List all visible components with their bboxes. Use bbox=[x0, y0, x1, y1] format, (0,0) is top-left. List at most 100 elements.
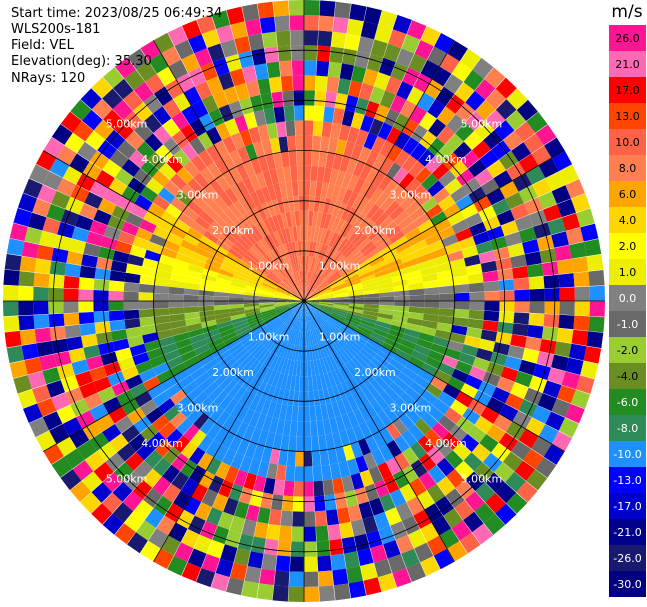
velocity-gate bbox=[117, 356, 136, 371]
velocity-gate bbox=[251, 48, 267, 66]
velocity-gate bbox=[143, 113, 162, 133]
velocity-gate bbox=[248, 247, 262, 261]
velocity-gate bbox=[153, 125, 172, 145]
velocity-gate bbox=[342, 242, 355, 257]
velocity-gate bbox=[307, 271, 314, 287]
colorbar-cell bbox=[609, 181, 646, 207]
range-ring-label: 1.00km bbox=[319, 331, 361, 344]
velocity-gate bbox=[166, 356, 184, 370]
velocity-gate bbox=[298, 391, 304, 407]
start-time-label: Start time: 2023/08/25 06:49:34 bbox=[11, 6, 223, 21]
velocity-gate bbox=[318, 389, 326, 406]
velocity-gate bbox=[315, 344, 323, 360]
velocity-gate bbox=[445, 488, 465, 508]
velocity-gate bbox=[344, 551, 360, 569]
velocity-gate bbox=[276, 167, 286, 184]
velocity-gate bbox=[33, 286, 49, 301]
velocity-gate bbox=[499, 403, 519, 422]
velocity-gate bbox=[287, 274, 297, 289]
velocity-gate bbox=[271, 199, 281, 216]
velocity-gate bbox=[218, 324, 234, 334]
velocity-gate bbox=[100, 351, 118, 366]
velocity-gate bbox=[391, 319, 407, 329]
range-ring-label: 2.00km bbox=[354, 366, 396, 379]
velocity-gate bbox=[219, 211, 234, 227]
velocity-gate bbox=[432, 398, 450, 415]
velocity-gate bbox=[320, 136, 330, 153]
velocity-gate bbox=[334, 1, 352, 19]
velocity-gate bbox=[344, 33, 361, 51]
velocity-gate bbox=[212, 243, 229, 256]
velocity-gate bbox=[156, 369, 174, 384]
velocity-gate bbox=[319, 326, 329, 341]
velocity-gate bbox=[296, 271, 301, 287]
velocity-gate bbox=[343, 271, 358, 281]
velocity-gate bbox=[467, 273, 484, 284]
velocity-gate bbox=[317, 307, 332, 315]
velocity-gate bbox=[297, 315, 302, 331]
instrument-label: WLS200s-181 bbox=[11, 22, 101, 37]
velocity-gate bbox=[304, 0, 320, 16]
velocity-gate bbox=[256, 381, 268, 398]
velocity-gate bbox=[43, 444, 64, 465]
velocity-gate bbox=[149, 233, 167, 247]
velocity-gate bbox=[6, 345, 25, 364]
velocity-gate bbox=[203, 184, 219, 201]
velocity-gate bbox=[558, 314, 575, 330]
velocity-gate bbox=[118, 230, 136, 245]
velocity-gate bbox=[313, 329, 321, 344]
velocity-gate bbox=[341, 536, 357, 554]
velocity-gate bbox=[330, 336, 342, 350]
velocity-gate bbox=[78, 277, 95, 290]
velocity-gate bbox=[528, 313, 545, 327]
velocity-gate bbox=[329, 538, 344, 556]
velocity-gate bbox=[279, 309, 293, 320]
velocity-gate bbox=[34, 258, 52, 274]
velocity-gate bbox=[140, 186, 158, 203]
velocity-gate bbox=[285, 343, 293, 360]
velocity-gate bbox=[93, 279, 110, 291]
velocity-gate bbox=[449, 258, 466, 270]
velocity-gate bbox=[219, 328, 236, 338]
velocity-gate bbox=[138, 292, 154, 301]
velocity-gate bbox=[374, 24, 393, 44]
velocity-gate bbox=[213, 140, 229, 158]
velocity-gate bbox=[394, 189, 411, 206]
velocity-gate bbox=[393, 210, 410, 226]
velocity-gate bbox=[482, 371, 501, 387]
velocity-gate bbox=[410, 124, 428, 143]
velocity-gate bbox=[399, 391, 416, 408]
velocity-gate bbox=[153, 86, 173, 106]
velocity-gate bbox=[475, 100, 496, 121]
velocity-gate bbox=[270, 269, 283, 281]
velocity-gate bbox=[311, 375, 318, 391]
velocity-gate bbox=[264, 276, 279, 286]
velocity-gate bbox=[198, 210, 215, 226]
velocity-gate bbox=[279, 261, 289, 276]
velocity-gate bbox=[341, 397, 353, 414]
velocity-gate bbox=[296, 225, 301, 242]
velocity-gate bbox=[322, 418, 332, 435]
velocity-gate bbox=[493, 246, 511, 261]
velocity-gate bbox=[43, 171, 63, 191]
velocity-gate bbox=[354, 97, 370, 115]
velocity-gate bbox=[357, 371, 371, 387]
velocity-gate bbox=[107, 371, 126, 387]
velocity-gate bbox=[335, 170, 346, 187]
velocity-gate bbox=[330, 280, 346, 289]
velocity-gate bbox=[285, 312, 296, 326]
velocity-gate bbox=[393, 113, 410, 132]
velocity-gate bbox=[203, 358, 219, 372]
velocity-gate bbox=[127, 48, 149, 70]
velocity-gate bbox=[192, 194, 209, 211]
velocity-gate bbox=[324, 322, 336, 335]
velocity-gate bbox=[468, 186, 487, 204]
velocity-gate bbox=[460, 48, 481, 70]
velocity-gate bbox=[414, 418, 432, 436]
velocity-gate bbox=[451, 61, 473, 82]
velocity-gate bbox=[177, 344, 194, 356]
velocity-gate bbox=[291, 314, 299, 330]
velocity-gate bbox=[378, 371, 394, 387]
velocity-gate bbox=[397, 371, 414, 387]
velocity-gate bbox=[485, 88, 507, 110]
